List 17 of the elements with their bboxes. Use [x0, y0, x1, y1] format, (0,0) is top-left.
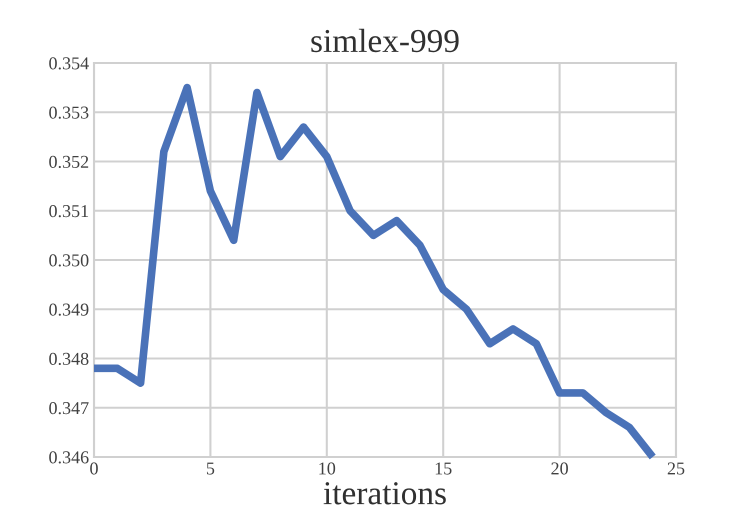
x-tick-label: 0	[90, 462, 98, 475]
y-tick-label: 0.348	[49, 352, 88, 366]
chart-title: simlex-999	[311, 28, 459, 52]
y-tick-label: 0.354	[49, 57, 89, 70]
y-tick-label: 0.346	[49, 451, 89, 464]
x-tick-label: 15	[436, 462, 452, 475]
x-tick-label: 20	[551, 462, 568, 475]
y-tick-label: 0.350	[49, 254, 88, 267]
x-tick-label: 10	[319, 462, 336, 475]
y-tick-label: 0.351	[49, 205, 88, 218]
x-axis-title: iterations	[324, 482, 446, 504]
y-tick-label: 0.353	[49, 106, 88, 119]
y-tick-label: 0.349	[49, 304, 88, 316]
x-tick-label: 5	[206, 462, 214, 475]
y-tick-label: 0.347	[49, 402, 89, 414]
x-tick-label: 25	[668, 462, 684, 475]
y-tick-label: 0.352	[49, 156, 88, 168]
